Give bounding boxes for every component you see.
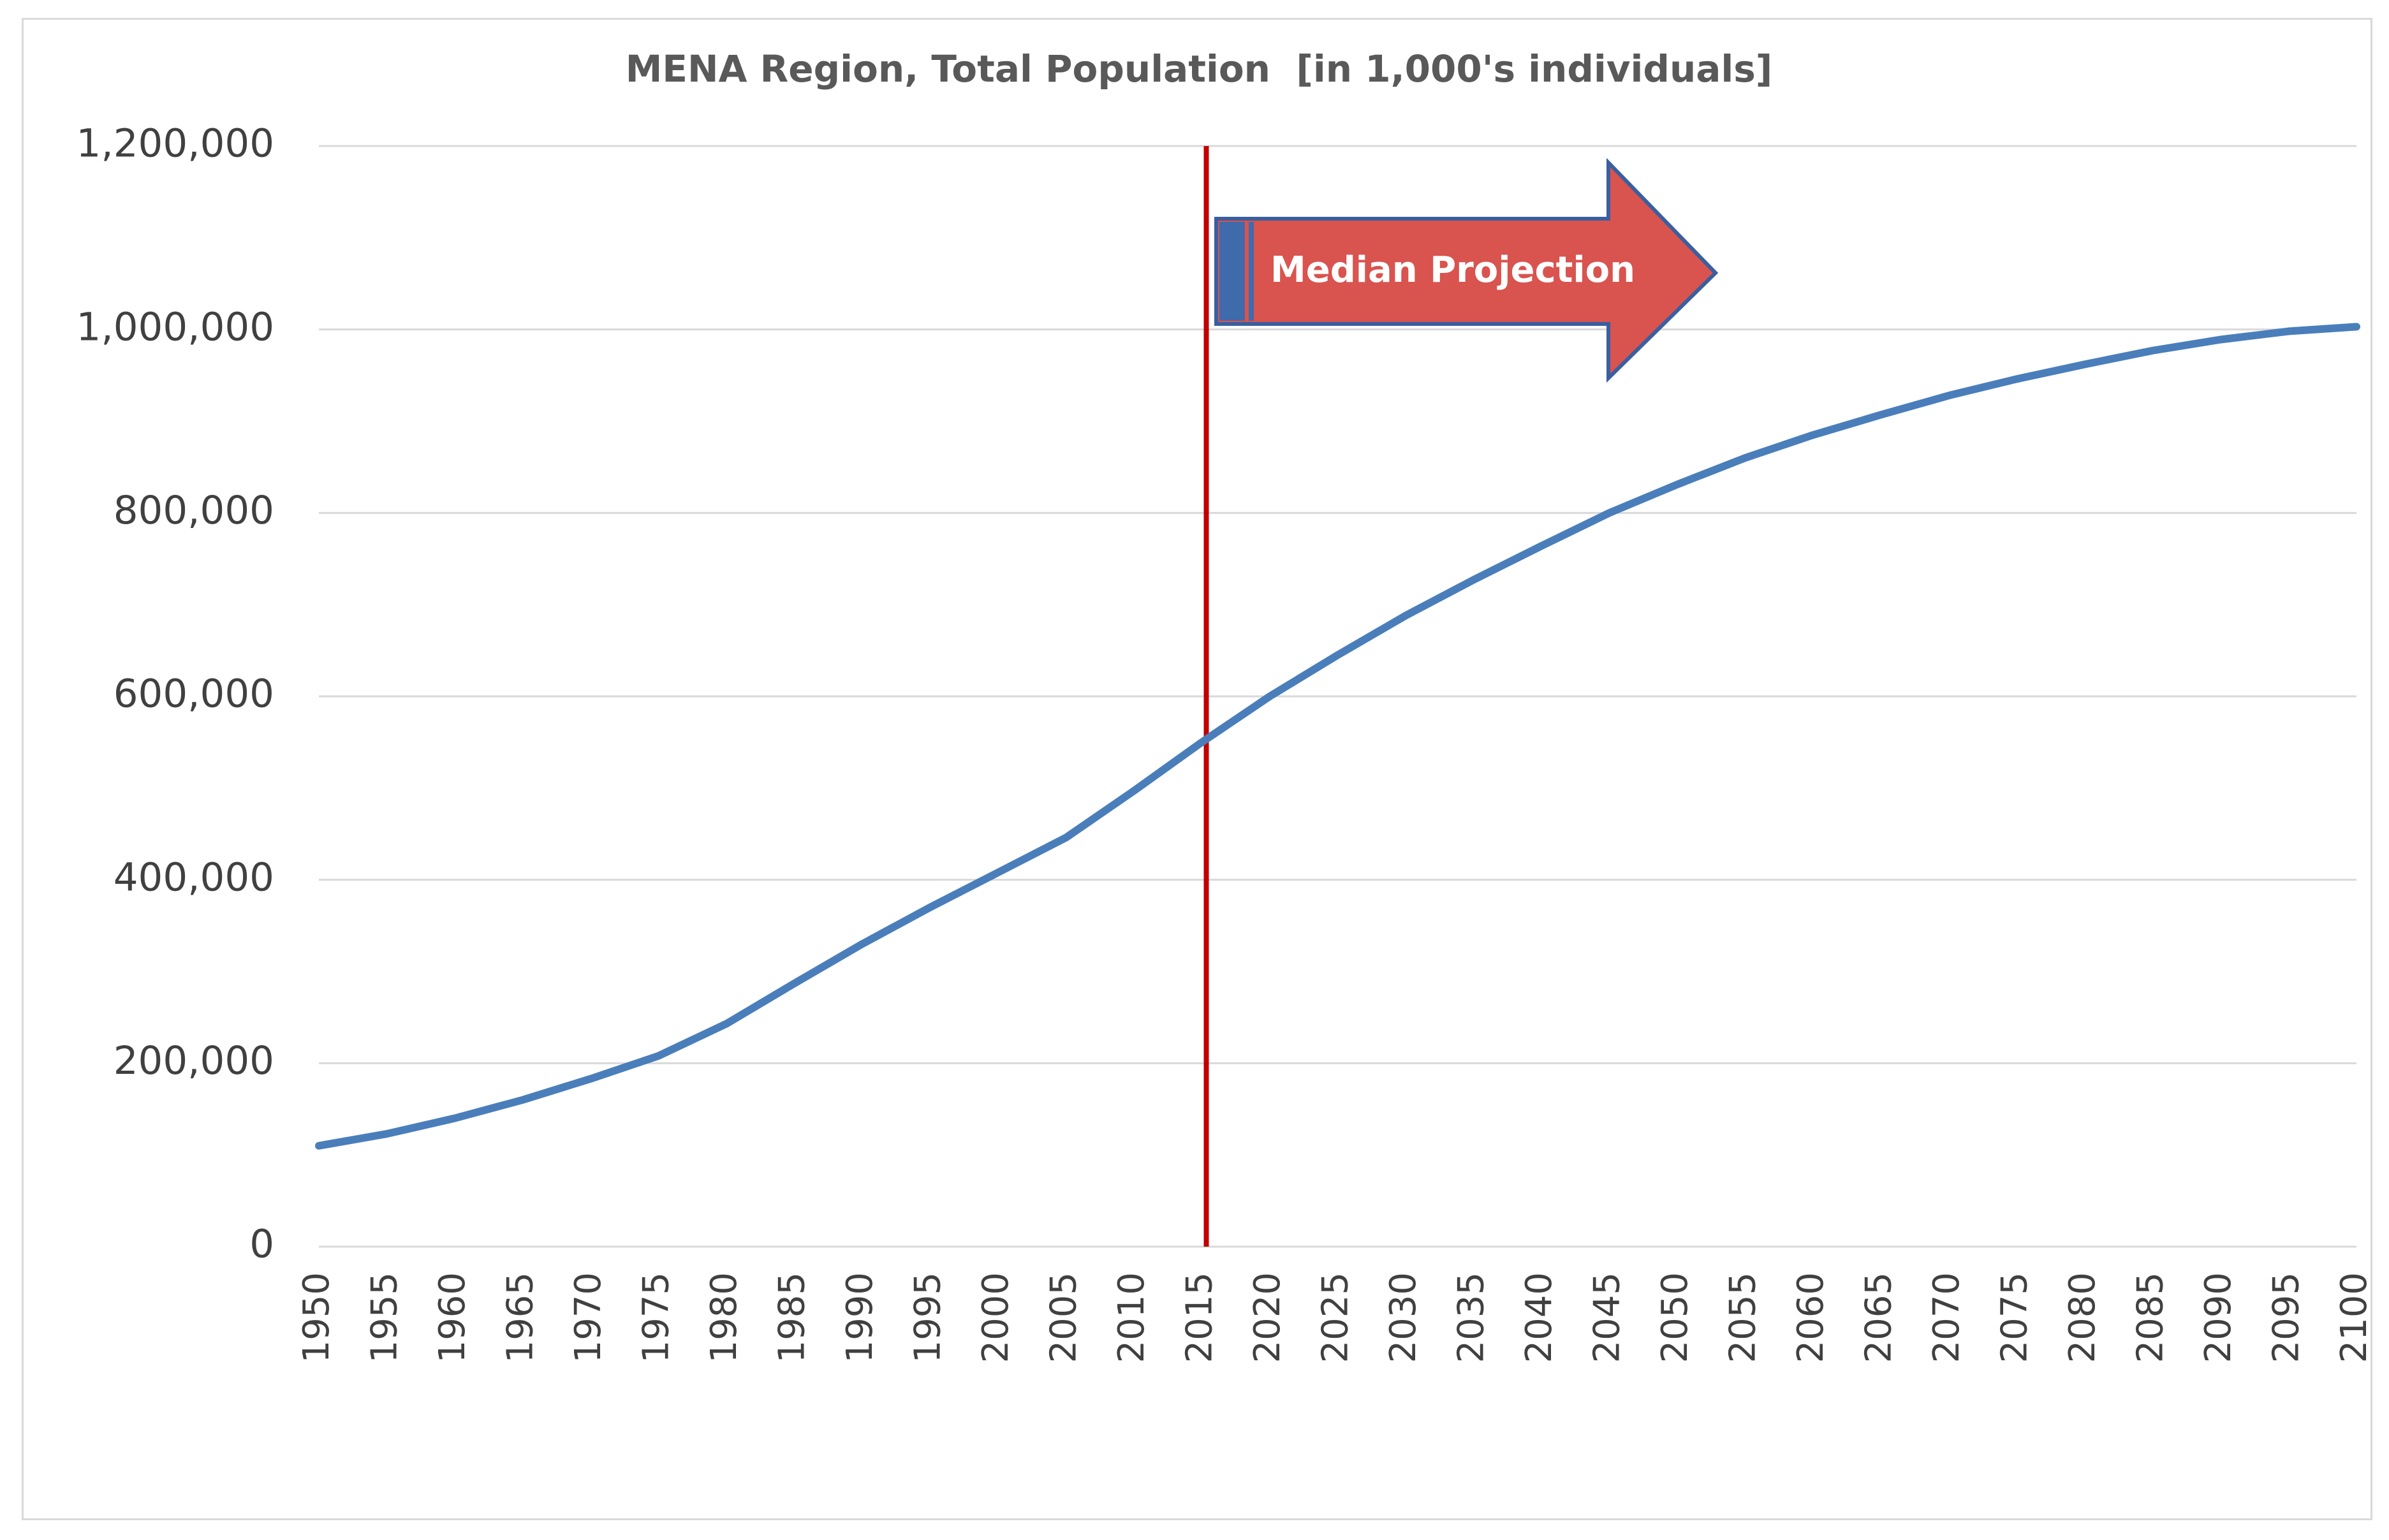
x-tick-label: 2100 <box>2334 1272 2375 1363</box>
x-tick-label: 1985 <box>772 1272 813 1363</box>
y-axis-tick-labels: 0 200,000 400,000 600,000 800,000 1,000,000 1,… <box>77 121 274 1267</box>
x-tick-label: 2015 <box>1179 1272 1221 1363</box>
x-tick-label: 2020 <box>1247 1272 1288 1363</box>
y-tick-label: 1,200,000 <box>77 121 274 166</box>
x-tick-label: 1950 <box>296 1272 337 1363</box>
x-tick-label: 1970 <box>568 1272 609 1363</box>
x-tick-label: 2005 <box>1043 1272 1085 1363</box>
x-tick-label: 1995 <box>908 1272 949 1363</box>
arrow-label: Median Projection <box>1270 249 1635 291</box>
x-tick-label: 2075 <box>1994 1272 2036 1363</box>
x-tick-label: 2035 <box>1451 1272 1492 1363</box>
x-tick-label: 2040 <box>1518 1272 1560 1363</box>
x-tick-label: 1975 <box>636 1272 677 1363</box>
arrow-notch-stripe <box>1249 222 1254 321</box>
x-tick-label: 2070 <box>1926 1272 1967 1363</box>
median-projection-annotation: Median Projection <box>1214 158 1719 383</box>
projection-arrow <box>1214 158 1719 383</box>
gridlines <box>319 145 2356 1248</box>
x-tick-label: 2065 <box>1858 1272 1900 1363</box>
y-tick-label: 1,000,000 <box>77 304 274 349</box>
x-tick-label: 2050 <box>1654 1272 1696 1363</box>
x-tick-label: 2025 <box>1315 1272 1356 1363</box>
y-tick-label: 0 <box>249 1222 274 1267</box>
x-tick-label: 2055 <box>1723 1272 1764 1363</box>
y-tick-label: 200,000 <box>114 1038 274 1083</box>
x-tick-label: 1960 <box>432 1272 473 1363</box>
x-tick-label: 2085 <box>2130 1272 2172 1363</box>
x-tick-label: 1990 <box>839 1272 881 1363</box>
x-tick-label: 1980 <box>703 1272 745 1363</box>
series-line <box>315 323 2360 1150</box>
x-tick-label: 2010 <box>1111 1272 1152 1363</box>
arrow-notch-stripe <box>1219 222 1245 321</box>
x-tick-label: 2095 <box>2266 1272 2307 1363</box>
chart-title: MENA Region, Total Population [in 1,000'… <box>626 47 1773 91</box>
x-tick-label: 1955 <box>364 1272 406 1363</box>
x-tick-label: 2080 <box>2062 1272 2103 1363</box>
x-axis-tick-labels: 1950 1955 1960 1965 1970 1975 1980 1985 1990 1995… <box>296 1272 2375 1363</box>
x-tick-label: 2060 <box>1790 1272 1832 1363</box>
y-tick-label: 600,000 <box>114 671 274 717</box>
y-tick-label: 400,000 <box>114 854 274 900</box>
chart-frame <box>22 18 2372 1520</box>
x-tick-label: 2090 <box>2198 1272 2239 1363</box>
y-tick-label: 800,000 <box>114 488 274 533</box>
x-tick-label: 2000 <box>975 1272 1017 1363</box>
x-tick-label: 1965 <box>500 1272 541 1363</box>
x-tick-label: 2045 <box>1587 1272 1628 1363</box>
x-tick-label: 2030 <box>1383 1272 1424 1363</box>
